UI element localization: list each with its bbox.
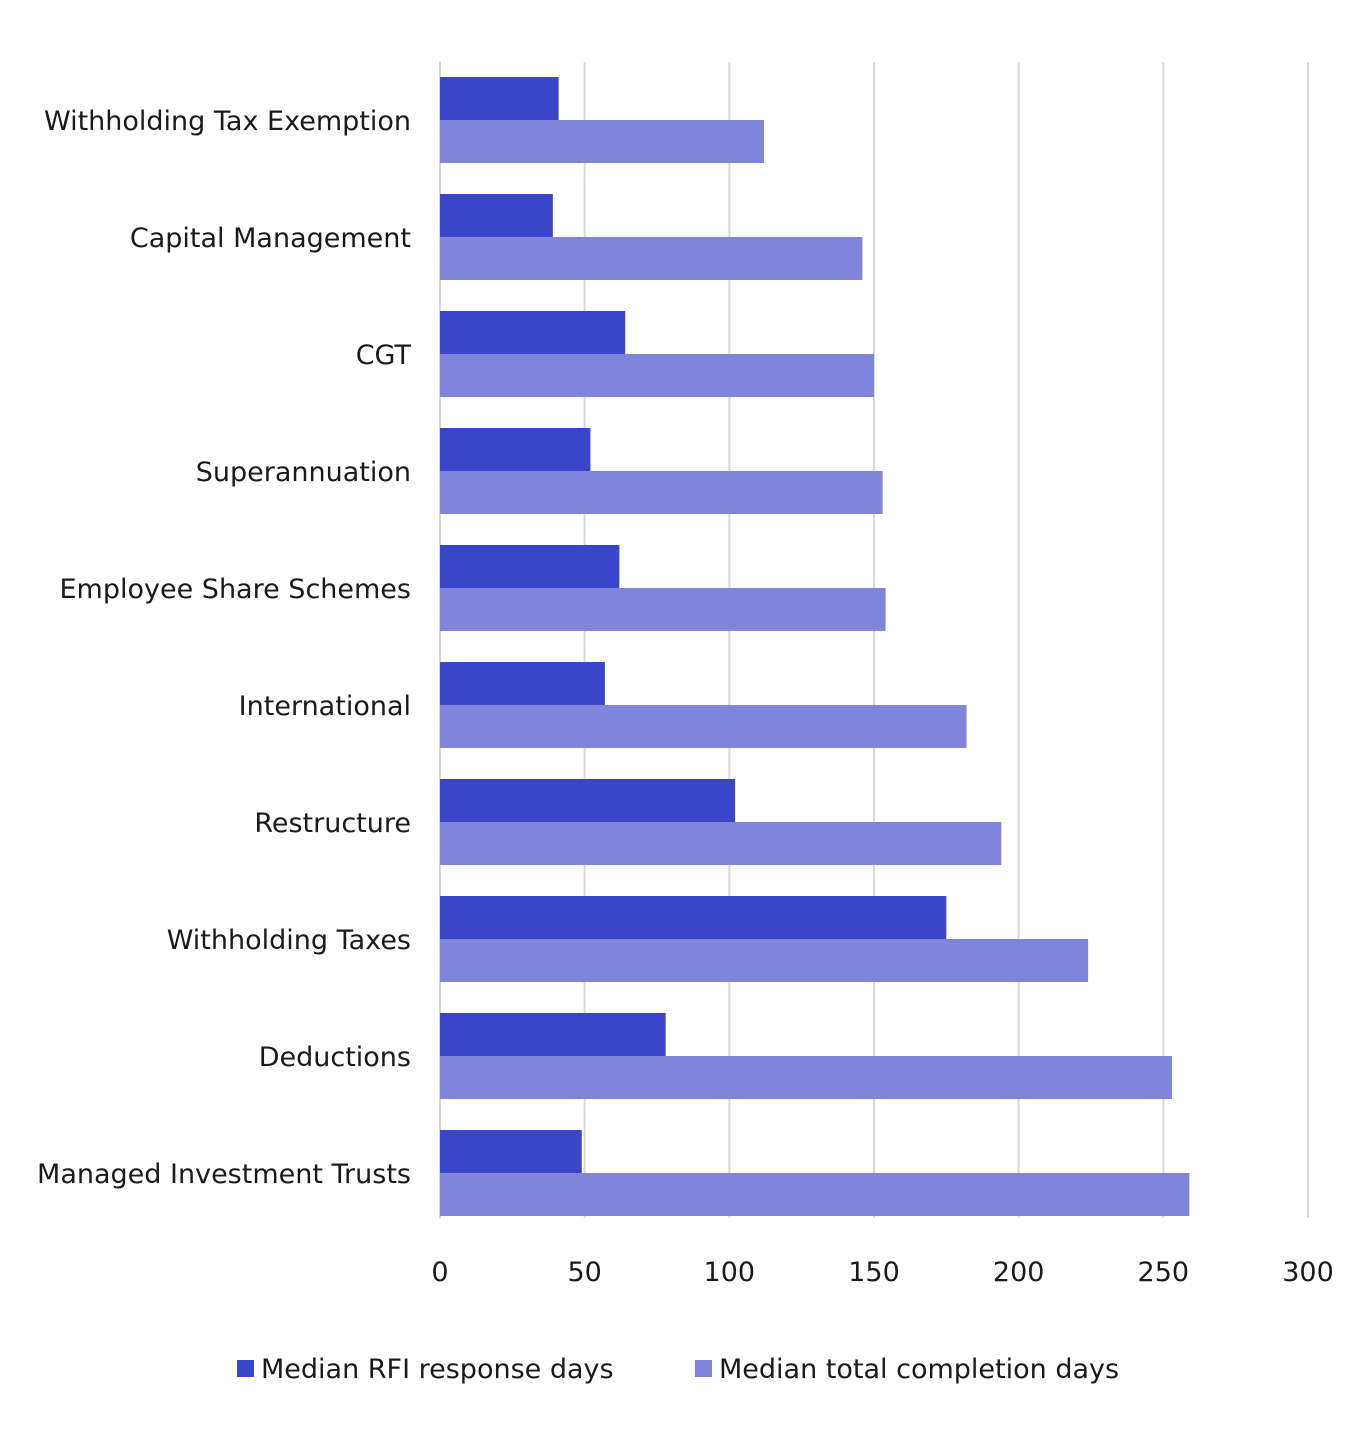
bar-series-2 [440,237,863,280]
category-label: Capital Management [130,223,411,254]
x-tick-label: 250 [1138,1257,1190,1288]
category-label: CGT [356,340,412,371]
legend-swatch [237,1360,254,1377]
bar-series-2 [440,354,874,397]
bars [440,77,1190,1216]
bar-series-1 [440,1130,582,1173]
bar-series-2 [440,705,967,748]
legend-label: Median RFI response days [261,1354,614,1385]
category-label: Withholding Taxes [167,925,411,956]
x-axis-ticks: 0 50 100 150 200 250 300 [431,1257,1333,1288]
legend-swatch [695,1360,712,1377]
category-label: Withholding Tax Exemption [44,106,411,137]
bar-series-1 [440,311,626,354]
bar-series-2 [440,1173,1190,1216]
category-label: International [239,691,411,722]
bar-series-1 [440,428,591,471]
x-tick-label: 50 [567,1257,601,1288]
x-tick-label: 150 [848,1257,900,1288]
category-labels: Withholding Tax Exemption Capital Managem… [37,106,411,1190]
bar-series-1 [440,77,559,120]
bar-series-2 [440,471,883,514]
category-label: Deductions [259,1042,411,1073]
bar-series-1 [440,779,736,822]
bar-series-1 [440,662,605,705]
legend: Median RFI response days Median total com… [237,1354,1119,1385]
bar-series-1 [440,896,947,939]
bar-series-2 [440,822,1002,865]
category-label: Employee Share Schemes [60,574,412,605]
category-label: Restructure [254,808,411,839]
bar-series-2 [440,120,765,163]
bar-series-2 [440,939,1089,982]
legend-label: Median total completion days [719,1354,1119,1385]
bar-series-1 [440,1013,666,1056]
category-label: Superannuation [196,457,411,488]
x-tick-label: 100 [704,1257,756,1288]
x-tick-label: 300 [1282,1257,1334,1288]
bar-series-1 [440,194,553,237]
bar-series-1 [440,545,620,588]
bar-series-2 [440,588,886,631]
x-tick-label: 0 [431,1257,448,1288]
category-label: Managed Investment Trusts [37,1159,411,1190]
bar-series-2 [440,1056,1173,1099]
x-tick-label: 200 [993,1257,1045,1288]
